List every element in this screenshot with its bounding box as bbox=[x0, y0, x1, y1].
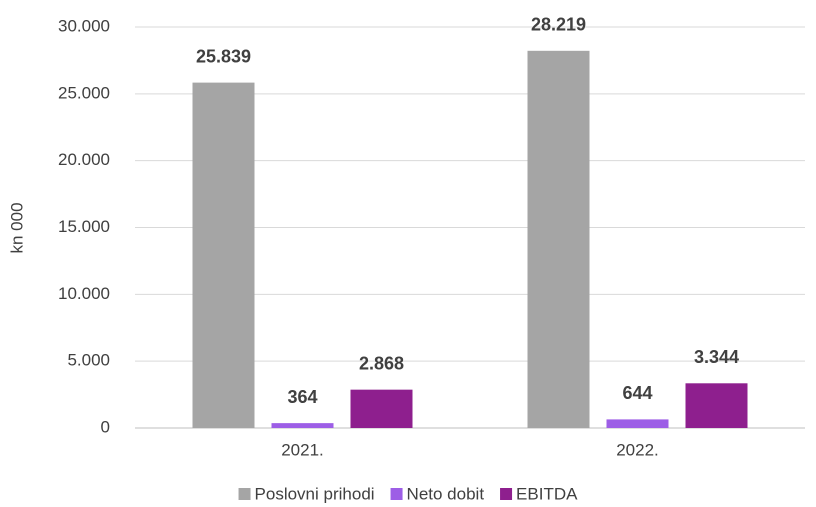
legend-label: Neto dobit bbox=[407, 484, 485, 503]
y-axis-label: kn 000 bbox=[7, 202, 26, 253]
data-label: 364 bbox=[287, 387, 317, 407]
legend-swatch bbox=[500, 488, 513, 500]
y-tick-label: 30.000 bbox=[58, 16, 110, 35]
data-label: 25.839 bbox=[196, 46, 251, 66]
legend-label: EBITDA bbox=[516, 484, 578, 503]
data-label: 28.219 bbox=[531, 15, 586, 35]
x-tick-label: 2022. bbox=[616, 440, 659, 459]
bar bbox=[606, 419, 669, 428]
y-tick-label: 20.000 bbox=[58, 150, 110, 169]
bar bbox=[685, 383, 748, 428]
bar bbox=[192, 82, 255, 428]
y-tick-label: 0 bbox=[101, 417, 110, 436]
bar bbox=[271, 423, 334, 428]
x-tick-label: 2021. bbox=[281, 440, 324, 459]
data-label: 644 bbox=[622, 383, 652, 403]
data-label: 3.344 bbox=[694, 347, 739, 367]
y-tick-label: 25.000 bbox=[58, 83, 110, 102]
bar bbox=[527, 50, 590, 429]
legend-swatch bbox=[238, 488, 251, 500]
y-tick-label: 15.000 bbox=[58, 217, 110, 236]
legend-swatch bbox=[390, 488, 403, 500]
y-tick-label: 5.000 bbox=[67, 351, 110, 370]
data-label: 2.868 bbox=[359, 353, 404, 373]
bar bbox=[350, 389, 413, 428]
y-tick-label: 10.000 bbox=[58, 284, 110, 303]
legend-label: Poslovni prihodi bbox=[255, 484, 375, 503]
